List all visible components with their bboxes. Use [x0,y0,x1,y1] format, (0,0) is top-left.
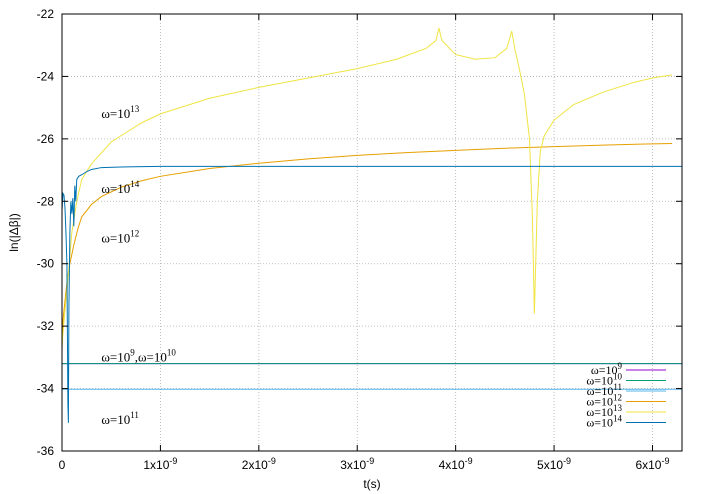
legend-label: ω=1010 [586,372,622,388]
y-tick-label: -28 [37,194,55,208]
annotation-label: ω=1011 [101,410,139,427]
x-axis-label: t(s) [363,477,380,491]
x-tick-label: 3x10-9 [340,456,374,472]
ticks: 0 1x10-9 2x10-9 3x10-9 4x10-9 5x10-9 6x10-9 -36… [37,7,682,472]
legend-label: ω=1011 [587,382,622,398]
legend-label: ω=1014 [586,414,622,430]
legend-label: ω=109 [591,361,623,377]
annotation-label: ω=1014 [101,179,139,196]
y-axis-label: ln(|Δβ|) [7,213,21,251]
annotation-label: ω=1012 [101,229,139,246]
x-tick-label: 4x10-9 [439,456,473,472]
y-tick-label: -30 [37,257,55,271]
x-tick-label: 1x10-9 [143,456,177,472]
plot-frame [61,13,683,452]
grid [62,14,682,451]
series-line-14 [61,165,682,423]
x-tick-label: 2x10-9 [242,456,276,472]
y-tick-label: -34 [37,382,55,396]
x-tick-label: 0 [59,458,66,472]
y-tick-label: -26 [37,132,55,146]
y-tick-label: -36 [37,444,55,458]
annotations: ω=1013 ω=1014 ω=1012 ω=109,ω=1010 ω=1011 [101,104,176,427]
legend-label: ω=1012 [586,393,622,409]
annotation-label: ω=1013 [101,104,139,121]
legend-label: ω=1013 [586,403,622,419]
x-tick-label: 5x10-9 [537,456,571,472]
y-tick-label: -32 [37,319,55,333]
x-tick-label: 6x10-9 [635,456,669,472]
y-tick-label: -22 [37,7,55,21]
series-line-13 [61,27,673,345]
annotation-label: ω=109,ω=1010 [101,347,176,364]
y-tick-label: -24 [37,69,55,83]
series-layer [61,27,682,423]
